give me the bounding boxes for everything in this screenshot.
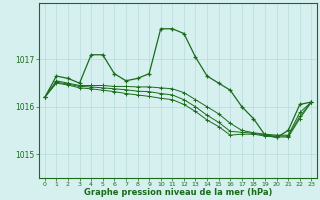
X-axis label: Graphe pression niveau de la mer (hPa): Graphe pression niveau de la mer (hPa) <box>84 188 272 197</box>
